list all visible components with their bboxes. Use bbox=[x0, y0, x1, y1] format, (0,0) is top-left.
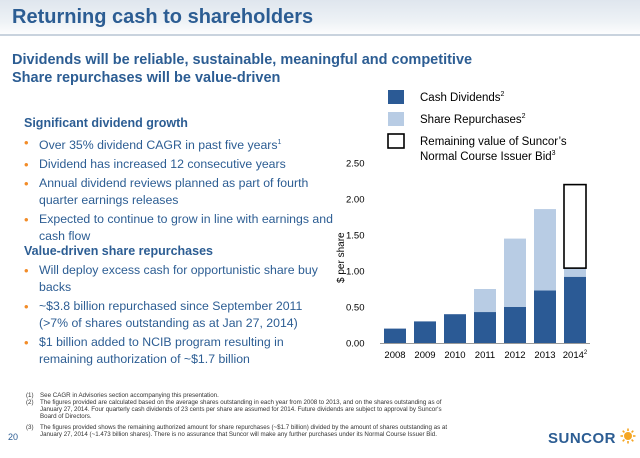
legend-swatch bbox=[387, 133, 405, 149]
bar-segment bbox=[504, 307, 526, 343]
title-divider bbox=[0, 34, 640, 36]
bullet-item: Will deploy excess cash for opportunisti… bbox=[24, 262, 334, 296]
bar-segment bbox=[414, 321, 436, 343]
subtitle-line-1: Dividends will be reliable, sustainable,… bbox=[12, 52, 473, 68]
bullet-item: ~$3.8 billion repurchased since Septembe… bbox=[24, 298, 334, 332]
footnote: (1) See CAGR in Advisories section accomp… bbox=[26, 392, 560, 399]
x-tick-label: 2011 bbox=[475, 350, 495, 361]
bar-segment bbox=[564, 268, 586, 277]
footnote-line: Board of Directors. bbox=[40, 413, 92, 421]
y-tick-label: 1.00 bbox=[346, 267, 365, 278]
bar-segment bbox=[474, 289, 496, 313]
bar-segment bbox=[444, 314, 466, 343]
footnote-number: (1) bbox=[26, 392, 34, 399]
dividend-heading: Significant dividend growth bbox=[24, 116, 188, 130]
legend-label: Normal Course Issuer Bid3 bbox=[420, 150, 556, 163]
footnote-number: (3) bbox=[26, 424, 34, 431]
sun-logo-icon bbox=[620, 428, 636, 444]
y-tick-label: 2.50 bbox=[346, 159, 365, 170]
y-axis-label: $ per share bbox=[336, 232, 347, 283]
bar-segment bbox=[534, 209, 556, 291]
bar-segment bbox=[384, 328, 406, 343]
title-bar bbox=[0, 0, 640, 36]
legend-swatch bbox=[388, 112, 404, 126]
bar-segment bbox=[564, 276, 586, 343]
subtitle-line-2: Share repurchases will be value-driven bbox=[12, 70, 281, 86]
footnote-line: January 27, 2014 (~1.473 billion shares)… bbox=[40, 431, 437, 439]
y-tick-label: 0.00 bbox=[346, 339, 365, 350]
page-title: Returning cash to shareholders bbox=[12, 6, 314, 28]
bullet-item: Over 35% dividend CAGR in past five year… bbox=[24, 134, 334, 154]
repurchase-heading: Value-driven share repurchases bbox=[24, 244, 213, 258]
footnote-line: January 27, 2014. Four quarterly cash di… bbox=[40, 406, 442, 414]
footnote: (2) The figures provided are calculated b… bbox=[26, 399, 560, 421]
bar-segment bbox=[534, 290, 556, 343]
footnote-line: The figures provided are calculated base… bbox=[40, 399, 442, 406]
legend-label: Cash Dividends2 bbox=[420, 91, 505, 104]
x-tick-label: 20142 bbox=[563, 350, 588, 361]
footnote-line: See CAGR in Advisories section accompany… bbox=[40, 392, 219, 399]
bullet-item: Expected to continue to grow in line wit… bbox=[24, 211, 334, 245]
suncor-logo: SUNCOR bbox=[548, 428, 636, 450]
y-tick-label: 2.00 bbox=[346, 195, 365, 206]
x-tick-label: 2013 bbox=[534, 350, 555, 361]
dividend-bullet-list: Over 35% dividend CAGR in past five year… bbox=[24, 134, 334, 247]
x-tick-label: 2009 bbox=[414, 350, 435, 361]
bullet-item: Annual dividend reviews planned as part … bbox=[24, 175, 334, 209]
bar-segment bbox=[474, 312, 496, 343]
page-number: 20 bbox=[8, 432, 19, 442]
legend-swatch bbox=[388, 90, 404, 104]
legend-label: Share Repurchases2 bbox=[420, 113, 526, 126]
x-tick-label: 2010 bbox=[444, 350, 465, 361]
dividend-repurchase-chart: 0.00 0.50 1.00 1.50 2.00 2.50 $ per share 2008 2… bbox=[336, 90, 590, 361]
bullet-item: Dividend has increased 12 consecutive ye… bbox=[24, 156, 334, 173]
footnote-number: (2) bbox=[26, 399, 34, 406]
x-tick-label: 2012 bbox=[504, 350, 525, 361]
repurchase-bullet-list: Will deploy excess cash for opportunisti… bbox=[24, 262, 334, 370]
footnote: (3) The figures provided shows the remain… bbox=[26, 424, 560, 439]
bullet-item: $1 billion added to NCIB program resulti… bbox=[24, 334, 334, 368]
legend-label: Remaining value of Suncor’s bbox=[420, 136, 567, 148]
y-tick-label: 1.50 bbox=[346, 231, 365, 242]
x-tick-label: 2008 bbox=[384, 350, 405, 361]
bar-segment bbox=[504, 238, 526, 307]
bar-segment bbox=[563, 183, 587, 269]
logo-text: SUNCOR bbox=[548, 430, 617, 447]
y-tick-label: 0.50 bbox=[346, 303, 365, 314]
footnote-line: The figures provided shows the remaining… bbox=[40, 424, 448, 431]
